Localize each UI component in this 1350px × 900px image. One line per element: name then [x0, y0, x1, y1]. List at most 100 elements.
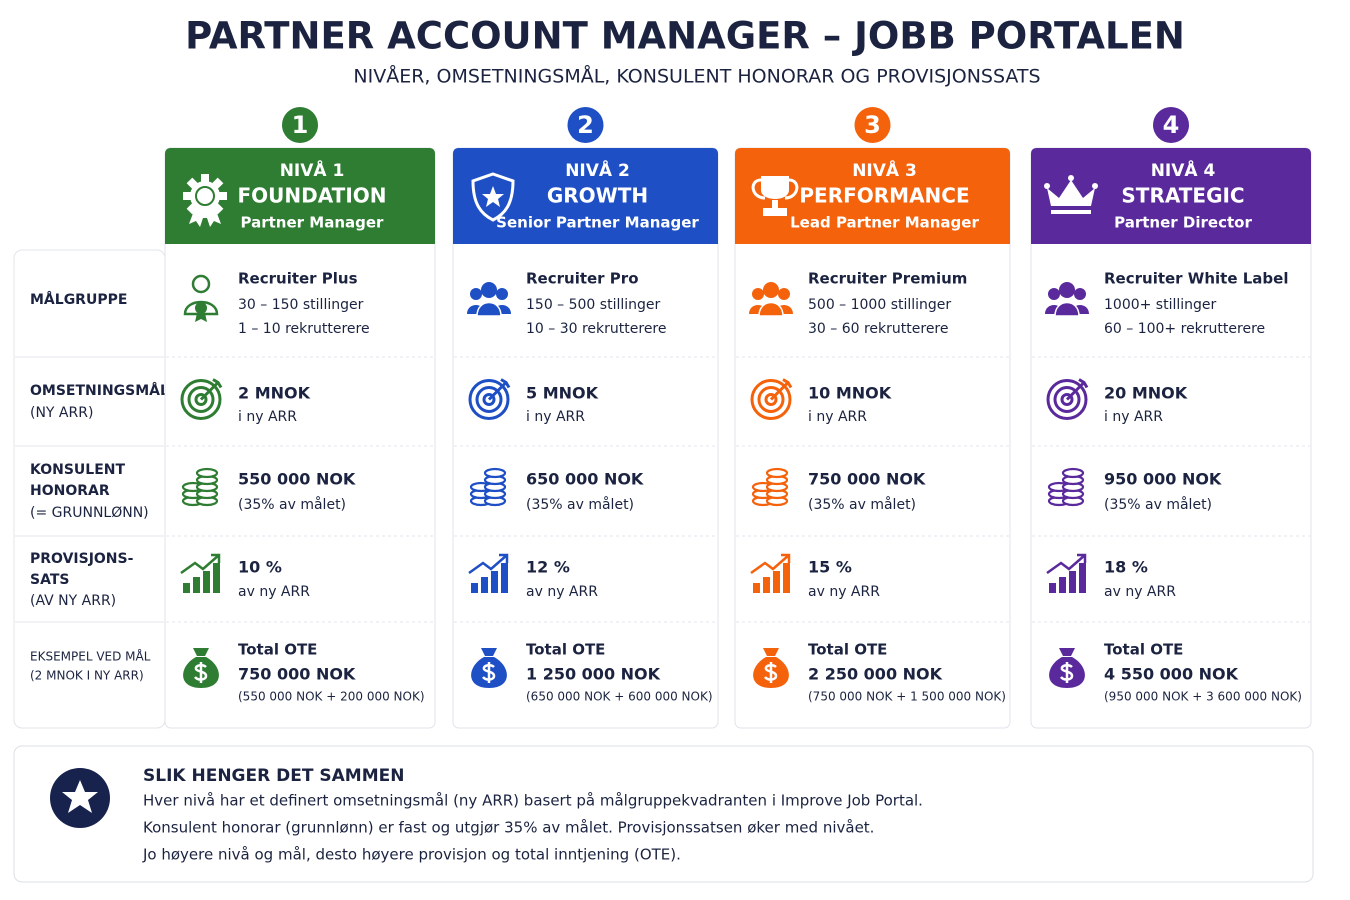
icon-part [1059, 577, 1066, 593]
cell-text: 60 – 100+ rekrutterere [1104, 321, 1265, 337]
cell-text: 4 550 000 NOK [1104, 665, 1239, 684]
level-role: Partner Manager [241, 214, 385, 232]
row-icon [750, 553, 791, 593]
icon-part [183, 583, 190, 593]
icon-part [1044, 183, 1050, 189]
level-header [735, 148, 1010, 244]
cell-text: 12 % [526, 558, 570, 577]
cell-text: Total OTE [526, 641, 605, 659]
cell-text: (35% av målet) [238, 496, 346, 513]
cell-text: Recruiter Pro [526, 270, 639, 288]
row-icon [1047, 467, 1085, 507]
icon-part [750, 379, 792, 420]
cell-text: 15 % [808, 558, 852, 577]
icon-part [481, 648, 497, 656]
icon-part [470, 288, 482, 300]
cell-text: 10 % [238, 558, 282, 577]
cell-text: 10 – 30 rekrutterere [526, 321, 667, 337]
row-label: (= GRUNNLØNN) [30, 505, 149, 521]
icon-part [213, 563, 220, 593]
icon-part [487, 378, 511, 401]
level-icon [751, 176, 799, 216]
cell-text: 750 000 NOK [808, 470, 926, 489]
cell-text: i ny ARR [238, 409, 297, 425]
row-label: SATS [30, 572, 69, 588]
icon-part [481, 577, 488, 593]
icon-part [1065, 378, 1089, 401]
icon-part [199, 378, 223, 401]
icon-part [1079, 563, 1086, 593]
icon-part [1060, 662, 1074, 683]
row-icon [1046, 378, 1089, 420]
icon-part [1061, 467, 1085, 479]
level-name: NIVÅ 4 [1151, 158, 1216, 181]
icon-part [501, 563, 508, 593]
cell-text: 20 MNOK [1104, 384, 1188, 403]
row-label: (2 MNOK I NY ARR) [30, 669, 144, 683]
cell-text: 950 000 NOK [1104, 470, 1222, 489]
icon-part [1046, 553, 1087, 575]
row-icon [1046, 553, 1087, 593]
icon-part [778, 288, 790, 300]
row-icon [749, 282, 793, 317]
icon-part [763, 282, 779, 298]
cell-text: av ny ARR [238, 584, 310, 600]
cell-text: i ny ARR [1104, 409, 1163, 425]
icon-part [481, 282, 497, 298]
level-name: NIVÅ 2 [565, 158, 630, 181]
cell-text: 10 MNOK [808, 384, 892, 403]
icon-part [201, 210, 209, 218]
cell-text: Total OTE [808, 641, 887, 659]
footer-title: SLIK HENGER DET SAMMEN [143, 766, 404, 786]
cell-text: 500 – 1000 stillinger [808, 297, 951, 313]
cell-text: (950 000 NOK + 3 600 000 NOK) [1104, 690, 1302, 704]
icon-part [183, 300, 219, 316]
level-badge [282, 107, 318, 143]
icon-part [195, 302, 207, 314]
level-badge [1153, 107, 1189, 143]
cell-text: 1 250 000 NOK [526, 665, 661, 684]
icon-part [1059, 282, 1075, 298]
cell-text: Total OTE [1104, 641, 1183, 659]
icon-part [193, 648, 209, 656]
icon-part [761, 176, 789, 216]
cell-text: av ny ARR [1104, 584, 1176, 600]
row-label: HONORAR [30, 483, 110, 499]
level-icon [1044, 175, 1098, 214]
icon-part [1047, 180, 1095, 214]
icon-part [219, 192, 227, 200]
cell-text: 1000+ stillinger [1104, 297, 1217, 313]
icon-part [1048, 288, 1060, 300]
icon-part [193, 577, 200, 593]
cell-text: 1 – 10 rekrutterere [238, 321, 370, 337]
icon-part [1060, 393, 1074, 406]
level-title: FOUNDATION [238, 184, 387, 208]
icon-part [1069, 571, 1076, 593]
row-icon [750, 378, 793, 420]
icon-part [482, 662, 496, 683]
cell-text: 30 – 60 rekrutterere [808, 321, 949, 337]
icon-part [194, 662, 208, 683]
level-header [165, 148, 435, 244]
icon-part [764, 662, 778, 683]
row-icon [468, 378, 511, 420]
cell-text: 2 MNOK [238, 384, 311, 403]
icon-part [195, 467, 219, 479]
level-icon [471, 172, 515, 222]
icon-part [750, 553, 791, 575]
level-header [453, 148, 718, 244]
row-icon [471, 648, 507, 688]
cell-text: (35% av målet) [1104, 496, 1212, 513]
cell-text: (35% av målet) [808, 496, 916, 513]
cell-text: Recruiter White Label [1104, 270, 1288, 288]
level-name: NIVÅ 3 [852, 158, 917, 181]
level-role: Senior Partner Manager [496, 214, 699, 232]
row-label: (AV NY ARR) [30, 593, 116, 609]
level-number: 2 [577, 111, 594, 139]
icon-part [482, 393, 496, 406]
level-title: PERFORMANCE [799, 184, 969, 208]
cell-text: i ny ARR [808, 409, 867, 425]
cell-text: 5 MNOK [526, 384, 599, 403]
icon-part [1046, 379, 1088, 420]
